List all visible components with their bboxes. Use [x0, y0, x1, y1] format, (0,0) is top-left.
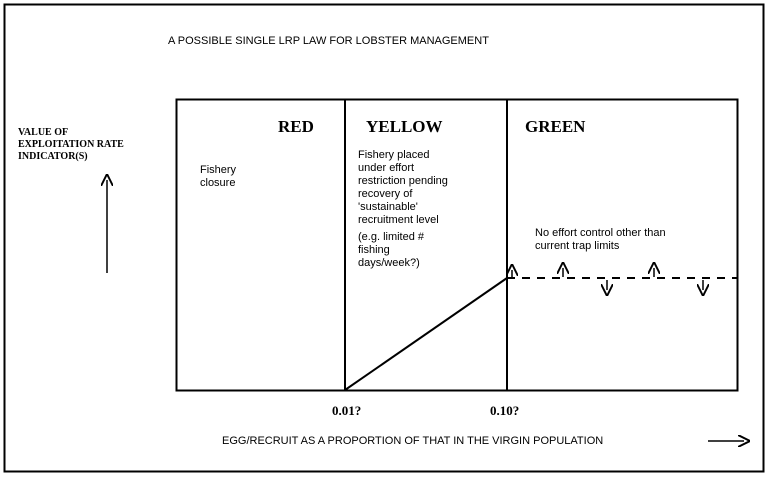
- ramp-line: [344, 277, 508, 391]
- svg-text:recovery of: recovery of: [358, 188, 413, 200]
- svg-text:closure: closure: [200, 177, 235, 189]
- svg-text:Fishery placed: Fishery placed: [358, 149, 430, 161]
- zone-green-description: No effort control other than current tra…: [535, 227, 666, 252]
- threshold-high: 0.10?: [490, 403, 519, 418]
- zone-red-description: Fishery closure: [200, 164, 237, 189]
- svg-text:No effort control other than: No effort control other than: [535, 227, 666, 239]
- outer-frame: [3, 3, 765, 473]
- svg-text:'sustainable': 'sustainable': [358, 201, 418, 213]
- svg-text:INDICATOR(S): INDICATOR(S): [18, 151, 88, 162]
- svg-text:under effort: under effort: [358, 162, 414, 174]
- svg-text:Fishery: Fishery: [200, 164, 237, 176]
- zone-yellow-description: Fishery placed under effort restriction …: [358, 149, 448, 269]
- zone-box: [175, 98, 739, 392]
- diagram-title: A POSSIBLE SINGLE LRP LAW FOR LOBSTER MA…: [168, 35, 489, 47]
- svg-text:days/week?): days/week?): [358, 257, 420, 269]
- x-axis-label: EGG/RECRUIT AS A PROPORTION OF THAT IN T…: [222, 435, 603, 447]
- svg-text:(e.g. limited #: (e.g. limited #: [358, 231, 425, 243]
- svg-text:EXPLOITATION RATE: EXPLOITATION RATE: [18, 139, 124, 150]
- zone-green-label: GREEN: [525, 117, 586, 136]
- zone-red-label: RED: [278, 117, 314, 136]
- fluctuation-arrows: [512, 268, 703, 290]
- y-axis-label: VALUE OF EXPLOITATION RATE INDICATOR(S): [18, 127, 124, 162]
- svg-text:VALUE OF: VALUE OF: [18, 127, 68, 138]
- svg-text:fishing: fishing: [358, 244, 390, 256]
- svg-text:restriction pending: restriction pending: [358, 175, 448, 187]
- svg-text:recruitment level: recruitment level: [358, 214, 439, 226]
- zone-yellow-label: YELLOW: [366, 117, 443, 136]
- svg-text:current trap limits: current trap limits: [535, 240, 620, 252]
- threshold-low: 0.01?: [332, 403, 361, 418]
